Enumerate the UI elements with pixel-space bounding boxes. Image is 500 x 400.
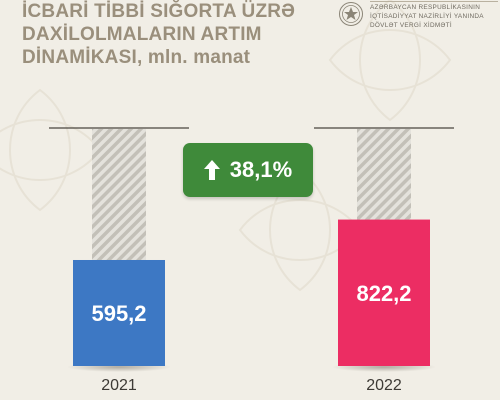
growth-badge: 38,1% xyxy=(183,143,313,197)
emblem-icon xyxy=(339,2,363,26)
arrow-up-icon xyxy=(203,160,220,180)
organization-block: AZƏRBAYCAN RESPUBLİKASININ İQTİSADİYYAT … xyxy=(338,0,498,30)
bar-2021 xyxy=(73,259,165,366)
bar-remainder-0 xyxy=(92,129,146,260)
category-label-1: 2022 xyxy=(366,377,402,394)
growth-badge-label: 38,1% xyxy=(229,157,293,182)
bar-2022 xyxy=(338,219,430,366)
bar-remainder-1 xyxy=(357,129,411,220)
org-line-1: AZƏRBAYCAN RESPUBLİKASININ xyxy=(370,4,481,11)
bar-value-label-1: 822,2 xyxy=(356,281,411,306)
bar-value-label-0: 595,2 xyxy=(91,301,146,326)
category-label-0: 2021 xyxy=(101,377,137,394)
chart-title: İCBARİ TİBBİ SIĞORTA ÜZRƏ DAXİLOLMALARIN… xyxy=(22,1,296,68)
org-line-2: İQTİSADİYYAT NAZİRLİYİ YANINDA xyxy=(370,13,484,20)
org-line-3: DÖVLƏT VERGİ XİDMƏTİ xyxy=(370,22,452,29)
org-divider xyxy=(370,1,498,2)
